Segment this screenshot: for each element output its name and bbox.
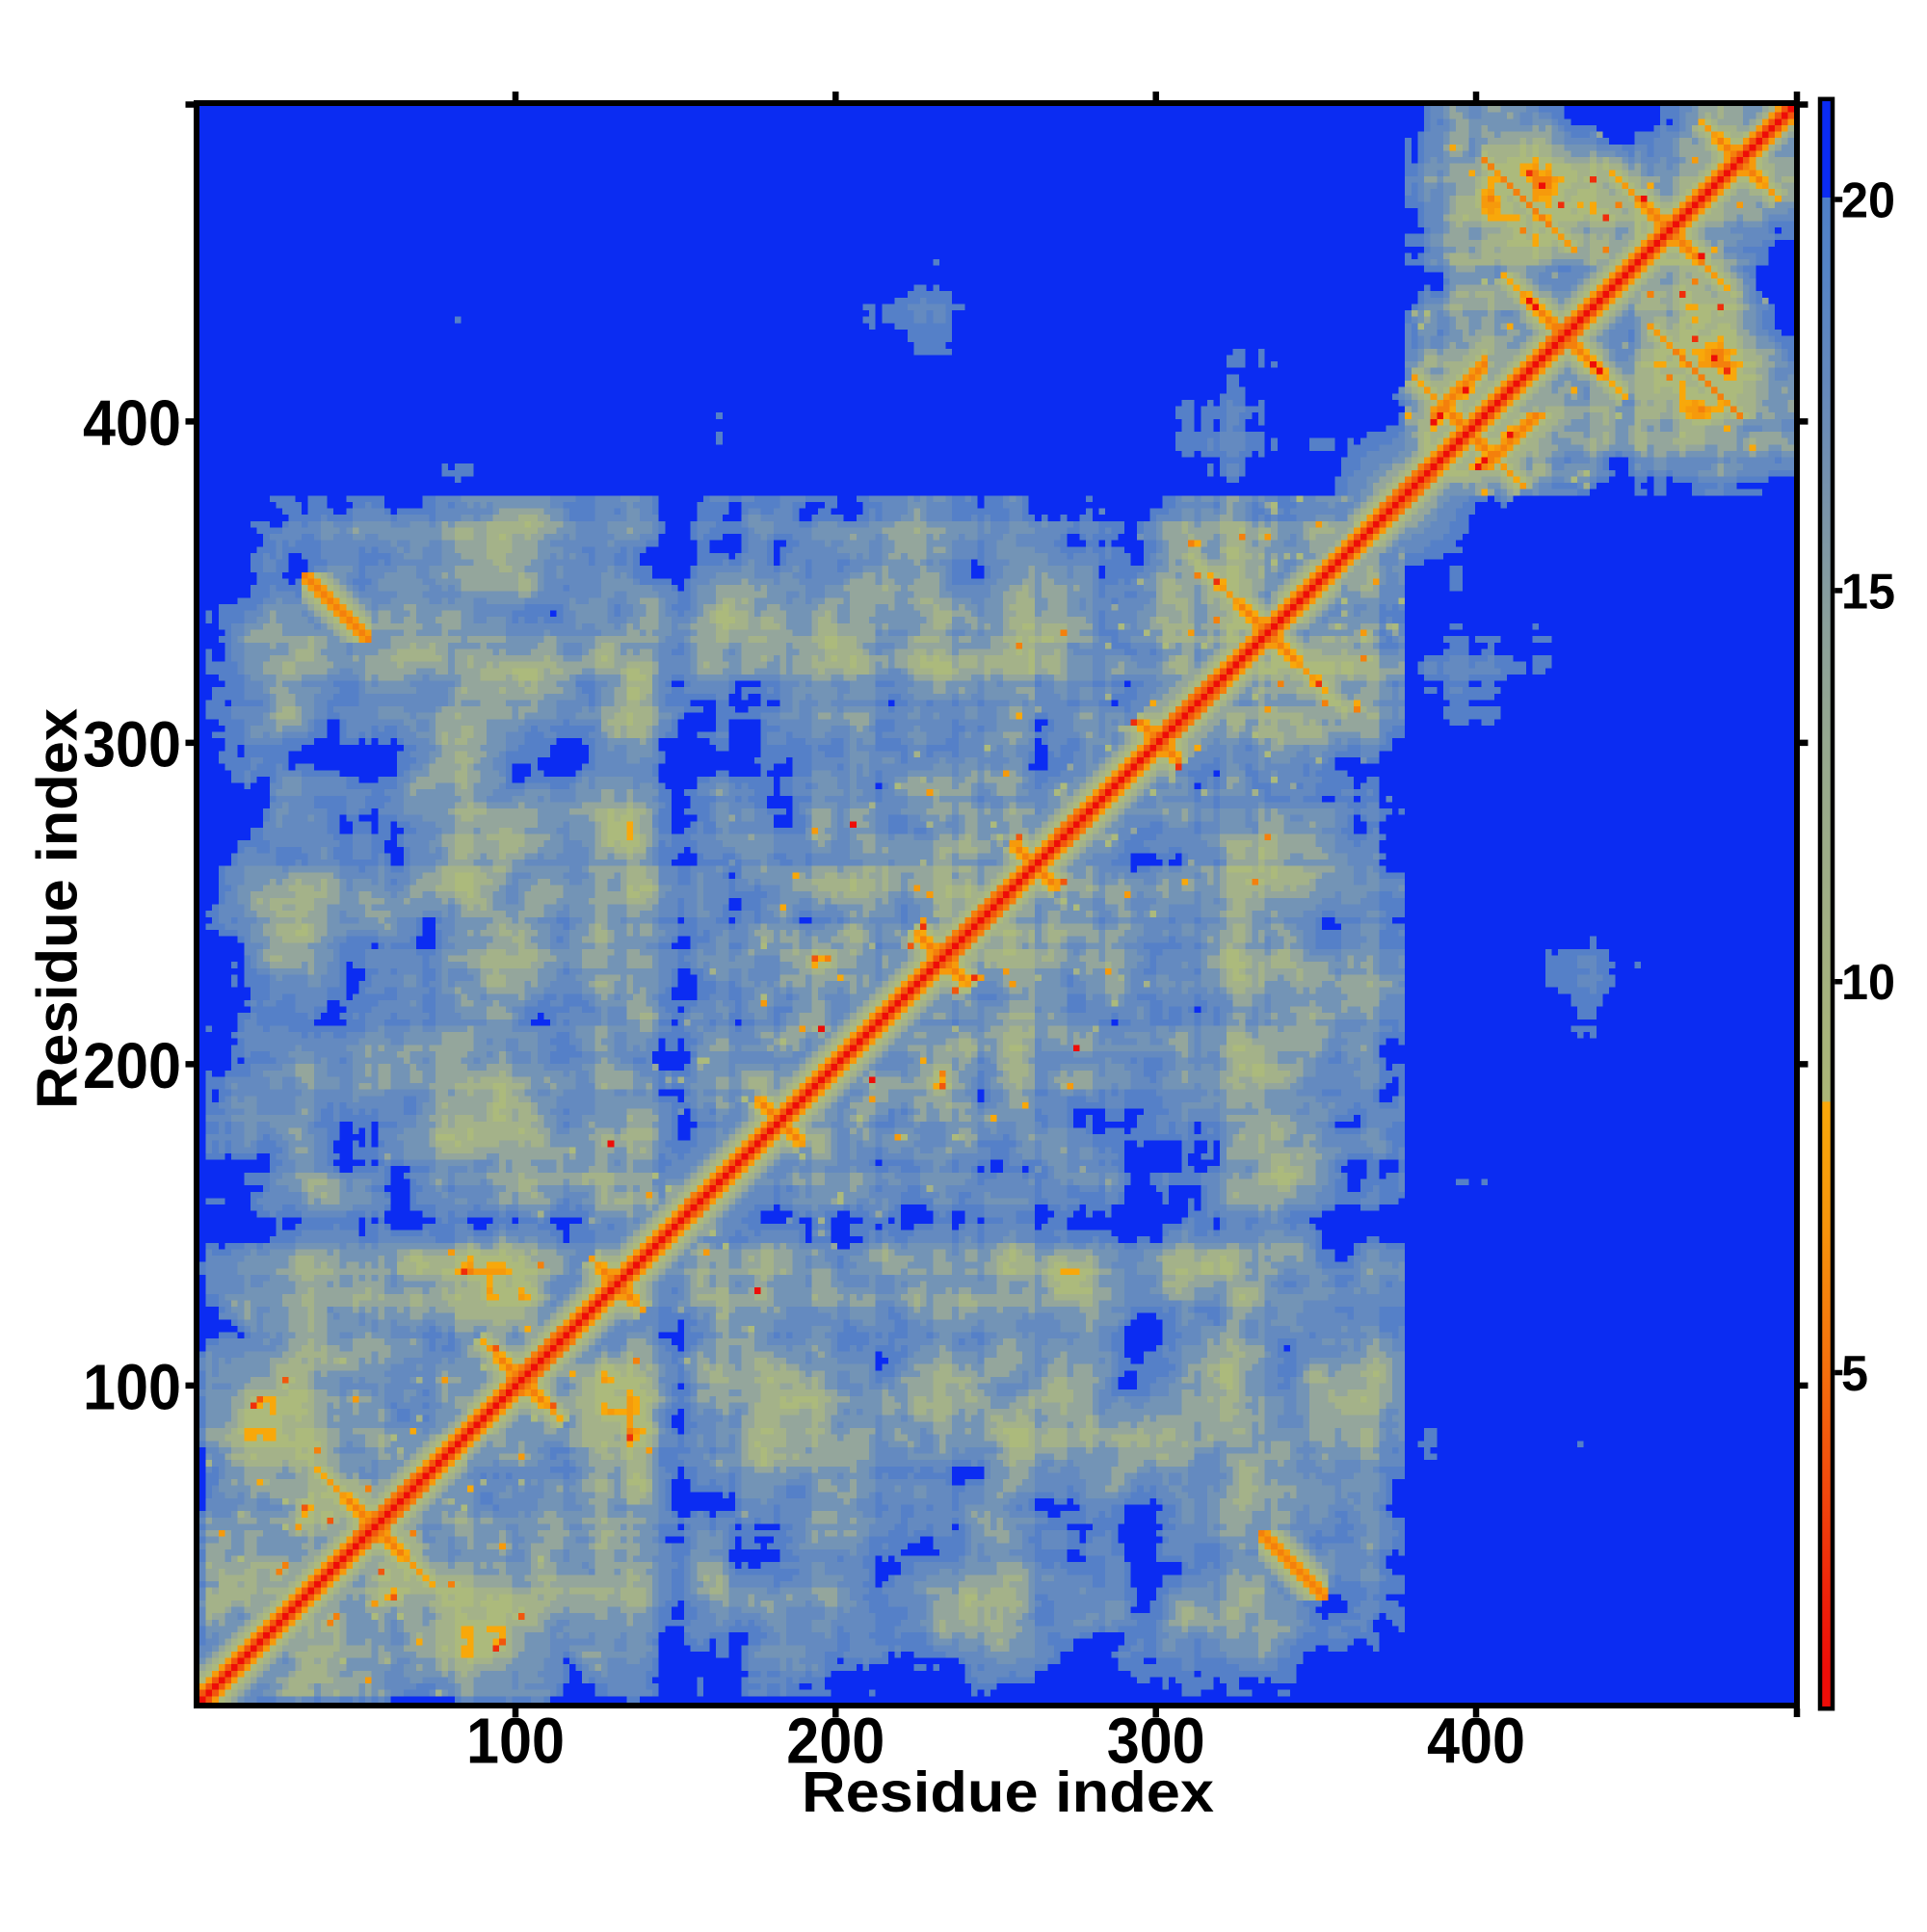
svg-text:200: 200 [83,1030,181,1102]
svg-text:Residue index: Residue index [26,708,90,1109]
svg-text:300: 300 [83,708,181,781]
svg-text:Residue index: Residue index [802,1760,1214,1824]
svg-text:200: 200 [786,1706,884,1778]
svg-text:100: 100 [466,1706,565,1778]
svg-text:15: 15 [1841,563,1895,619]
svg-text:400: 400 [83,387,181,460]
svg-text:400: 400 [1427,1706,1525,1778]
svg-text:5: 5 [1841,1345,1868,1401]
svg-text:10: 10 [1841,954,1895,1010]
svg-text:100: 100 [83,1351,181,1423]
svg-text:300: 300 [1107,1706,1205,1778]
svg-text:20: 20 [1841,172,1895,228]
